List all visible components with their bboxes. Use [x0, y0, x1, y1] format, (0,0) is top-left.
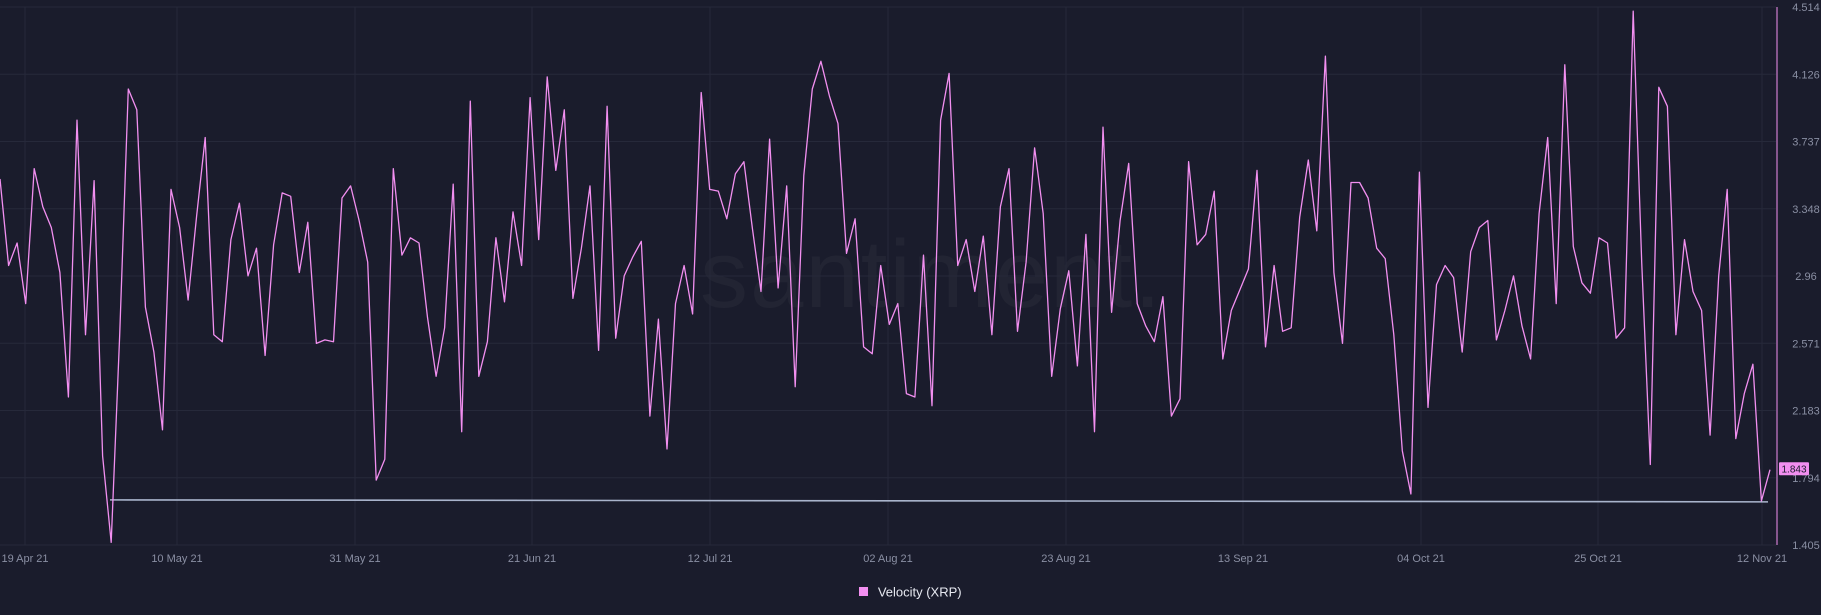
- y-tick-label: 1.405: [1792, 540, 1820, 552]
- x-tick-label: 23 Aug 21: [1041, 553, 1091, 565]
- y-tick-label: 2.183: [1792, 406, 1820, 418]
- x-tick-label: 19 Apr 21: [1, 553, 48, 565]
- y-tick-label: 4.126: [1792, 69, 1820, 81]
- reference-line: [109, 499, 1769, 503]
- y-tick-label: 2.96: [1795, 271, 1816, 283]
- legend-label: Velocity (XRP): [877, 584, 962, 600]
- y-tick-label: 3.348: [1792, 204, 1820, 216]
- series-line-velocity: [0, 10, 1771, 544]
- y-tick-label: 2.571: [1792, 338, 1820, 350]
- legend[interactable]: Velocity (XRP): [0, 583, 1821, 601]
- last-value-badge: [1779, 462, 1809, 476]
- x-tick-label: 21 Jun 21: [508, 553, 556, 565]
- x-tick-label: 10 May 21: [151, 553, 202, 565]
- x-tick-label: 12 Nov 21: [1737, 553, 1787, 565]
- y-tick-label: 3.737: [1792, 137, 1820, 149]
- y-tick-label: 1.794: [1792, 473, 1820, 485]
- y-tick-label: 4.514: [1792, 2, 1820, 14]
- legend-swatch: [859, 587, 869, 597]
- x-tick-label: 31 May 21: [329, 553, 380, 565]
- x-tick-label: 02 Aug 21: [863, 553, 913, 565]
- x-tick-label: 12 Jul 21: [688, 553, 733, 565]
- x-tick-label: 13 Sep 21: [1218, 553, 1268, 565]
- x-tick-label: 04 Oct 21: [1397, 553, 1445, 565]
- x-tick-label: 25 Oct 21: [1574, 553, 1622, 565]
- last-value-label: 1.843: [1781, 465, 1806, 476]
